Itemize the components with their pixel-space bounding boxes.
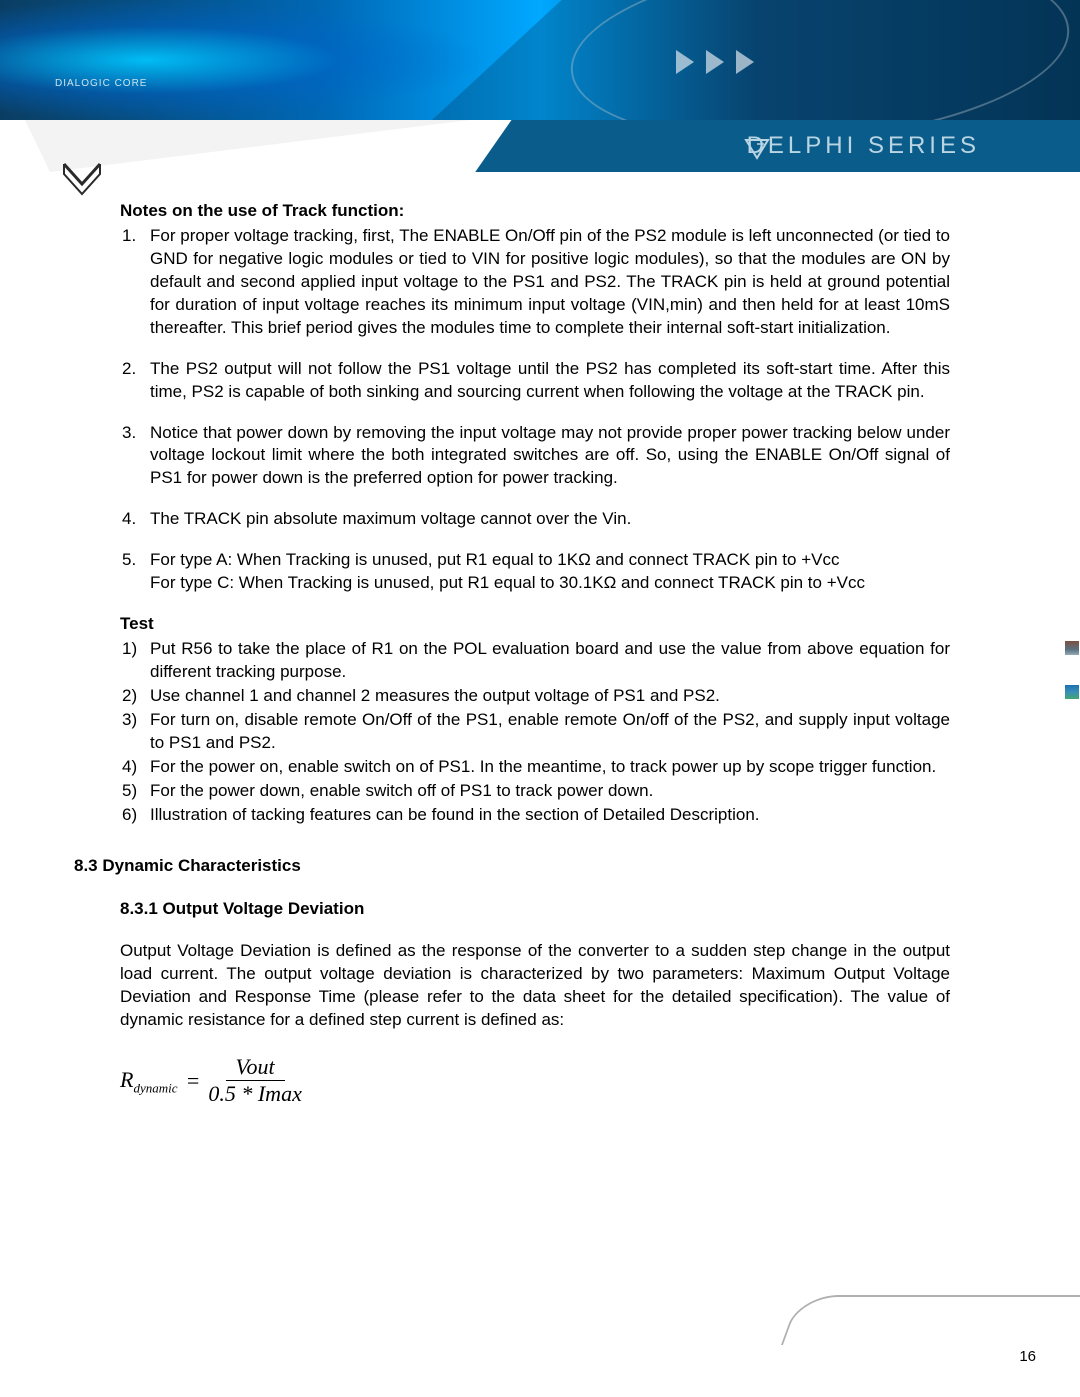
notes-item-2: The PS2 output will not follow the PS1 v… [150,358,950,404]
footer: 16 [0,1317,1080,1397]
test-item-3: For turn on, disable remote On/Off of th… [150,709,950,755]
formula-lhs-main: R [120,1067,133,1092]
footer-curve-decor [781,1295,1080,1345]
notes-list: For proper voltage tracking, first, The … [120,225,950,595]
notes-item-5a: For type A: When Tracking is unused, put… [150,549,950,572]
notes-item-5: For type A: When Tracking is unused, put… [150,549,950,595]
notes-item-5c: For type C: When Tracking is unused, put… [150,572,950,595]
test-item-5: For the power down, enable switch off of… [150,780,950,803]
formula-lhs-sub: dynamic [133,1080,177,1095]
side-mark-1-icon [1064,640,1080,656]
test-item-2: Use channel 1 and channel 2 measures the… [150,685,950,708]
rdynamic-formula: Rdynamic = Vout 0.5 * Imax [120,1056,950,1105]
test-item-4: For the power on, enable switch on of PS… [150,756,950,779]
section-8-3-1-para: Output Voltage Deviation is defined as t… [120,940,950,1032]
check-down-icon [60,160,104,203]
series-title: DELPHI SERIES [747,132,980,160]
notes-heading: Notes on the use of Track function: [120,200,950,223]
series-bar: DELPHI SERIES [0,120,1080,190]
page-content: Notes on the use of Track function: For … [120,200,950,1105]
formula-fraction: Vout 0.5 * Imax [208,1056,301,1105]
page-number: 16 [1019,1348,1036,1365]
test-item-1: Put R56 to take the place of R1 on the P… [150,638,950,684]
notes-item-4: The TRACK pin absolute maximum voltage c… [150,508,950,531]
notes-item-1: For proper voltage tracking, first, The … [150,225,950,340]
banner-triangle-decor [670,50,760,79]
banner-curve-decor [563,0,1077,120]
side-mark-2-icon [1064,684,1080,700]
formula-numerator: Vout [226,1056,285,1081]
test-heading: Test [120,613,950,636]
brand-small-text: DIALOGIC CORE [55,78,147,89]
section-8-3-1-heading: 8.3.1 Output Voltage Deviation [120,898,950,921]
header-banner: DIALOGIC CORE [0,0,1080,120]
formula-eq: = [186,1066,201,1096]
test-list: Put R56 to take the place of R1 on the P… [120,638,950,827]
side-margin-marks [1064,640,1080,700]
notes-item-3: Notice that power down by removing the i… [150,422,950,491]
section-8-3-heading: 8.3 Dynamic Characteristics [74,855,950,878]
formula-denominator: 0.5 * Imax [208,1081,301,1105]
test-item-6: Illustration of tacking features can be … [150,804,950,827]
